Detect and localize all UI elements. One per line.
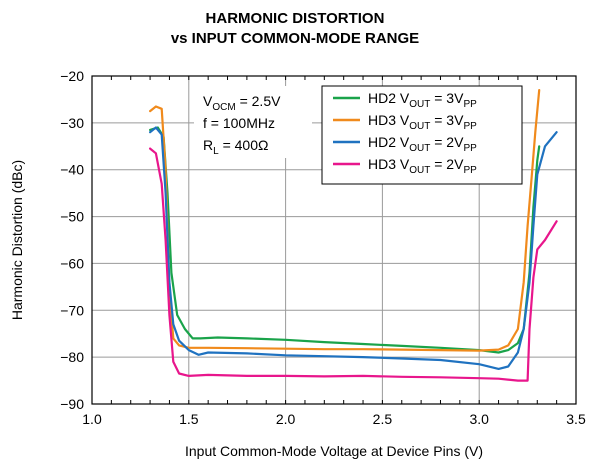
- chart-title: HARMONIC DISTORTION: [205, 10, 385, 27]
- legend-label: HD2 VOUT = 3VPP: [368, 90, 477, 110]
- y-tick-label: −20: [60, 68, 84, 84]
- series-line-3: [149, 126, 558, 370]
- plot-border: [91, 75, 577, 405]
- legend-label: HD3 VOUT = 2VPP: [368, 156, 477, 176]
- y-tick-label: −70: [60, 302, 84, 318]
- conditions-box-bg: [194, 86, 312, 158]
- condition-frequency: f = 100MHz: [203, 115, 275, 131]
- chart-subtitle: vs INPUT COMMON-MODE RANGE: [170, 30, 420, 47]
- y-tick-label: −90: [60, 396, 84, 412]
- x-tick-label: 3.0: [469, 411, 489, 427]
- condition-load: RL = 400Ω: [203, 137, 268, 157]
- x-tick-label: 2.0: [276, 411, 296, 427]
- legend-label: HD3 VOUT = 3VPP: [368, 112, 477, 132]
- x-tick-label: 1.0: [82, 411, 102, 427]
- y-axis-label: Harmonic Distortion (dBc): [9, 160, 25, 320]
- y-tick-label: −80: [60, 349, 84, 365]
- legend-box: [321, 85, 523, 185]
- x-tick-label: 2.5: [373, 411, 393, 427]
- condition-vocm: VOCM = 2.5V: [203, 93, 281, 113]
- y-tick-label: −60: [60, 255, 84, 271]
- y-tick-label: −30: [60, 115, 84, 131]
- y-tick-label: −50: [60, 209, 84, 225]
- x-axis-label: Input Common-Mode Voltage at Device Pins…: [185, 443, 483, 459]
- legend-label: HD2 VOUT = 2VPP: [368, 134, 477, 154]
- y-tick-label: −40: [60, 162, 84, 178]
- x-tick-label: 1.5: [179, 411, 199, 427]
- x-tick-label: 3.5: [566, 411, 586, 427]
- series-line-4: [149, 147, 558, 382]
